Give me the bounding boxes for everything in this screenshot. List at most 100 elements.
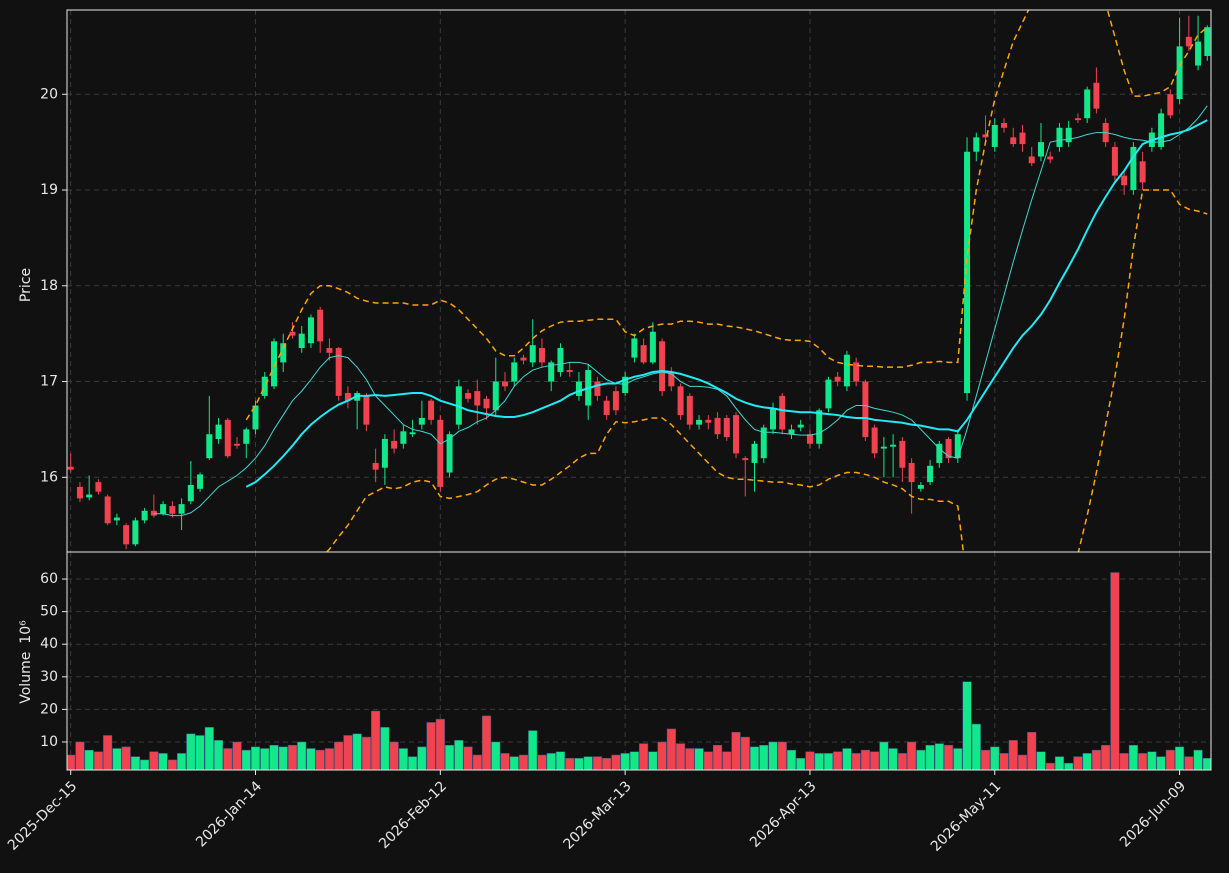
candle-body bbox=[1065, 127, 1072, 143]
volume-bar bbox=[380, 727, 390, 770]
volume-bar bbox=[260, 748, 270, 770]
volume-bar bbox=[639, 743, 649, 770]
volume-bar bbox=[1175, 746, 1185, 770]
candle-body bbox=[816, 410, 823, 444]
volume-label-text: Volume bbox=[18, 652, 34, 704]
candle-body bbox=[760, 427, 767, 459]
candle-body bbox=[270, 341, 277, 387]
candle-body bbox=[1158, 113, 1165, 147]
y-tick-label: 50 bbox=[40, 604, 58, 620]
candle-body bbox=[779, 395, 786, 430]
indicator-lines bbox=[153, 10, 1208, 552]
candle-body bbox=[326, 348, 333, 353]
volume-bar bbox=[297, 741, 307, 770]
candle-body bbox=[538, 348, 545, 363]
candle-body bbox=[788, 429, 795, 435]
volume-bar bbox=[149, 751, 159, 770]
volume-bar bbox=[177, 753, 187, 770]
volume-bar bbox=[417, 746, 427, 770]
volume-bar bbox=[694, 748, 704, 770]
volume-bar bbox=[574, 758, 584, 770]
indicator-line bbox=[153, 105, 1208, 517]
candle-body bbox=[372, 462, 379, 470]
candle-body bbox=[843, 354, 850, 387]
volume-bar bbox=[629, 751, 639, 770]
volume-bar bbox=[121, 746, 131, 770]
y-tick-label: 60 bbox=[40, 571, 58, 587]
candle-body bbox=[289, 331, 296, 336]
volume-bar bbox=[731, 731, 741, 770]
candle-body bbox=[344, 393, 351, 401]
candle-body bbox=[696, 419, 703, 425]
candle-body bbox=[1204, 27, 1211, 56]
y-tick-label: 19 bbox=[40, 182, 58, 198]
volume-bar bbox=[454, 740, 464, 770]
volume-bar bbox=[953, 748, 963, 770]
volume-multiplier: 10⁶ bbox=[18, 620, 34, 644]
volume-bar bbox=[500, 753, 510, 770]
candle-body bbox=[603, 400, 610, 416]
volume-bar bbox=[389, 741, 399, 770]
candle-body bbox=[862, 381, 869, 438]
volume-bar bbox=[851, 753, 861, 770]
volume-bar bbox=[1202, 758, 1211, 770]
candle-body bbox=[733, 415, 740, 454]
volume-frame bbox=[66, 551, 1212, 771]
volume-bar bbox=[195, 735, 205, 770]
volume-bar bbox=[796, 758, 806, 770]
indicator-line bbox=[245, 119, 1208, 488]
candle-body bbox=[178, 504, 185, 514]
volume-bar bbox=[888, 748, 898, 770]
volume-bar bbox=[371, 710, 381, 770]
candle-body bbox=[908, 462, 915, 483]
volume-bar bbox=[204, 727, 214, 770]
volume-bar bbox=[112, 748, 122, 770]
candle-body bbox=[769, 408, 776, 430]
candle-body bbox=[927, 465, 934, 483]
volume-bar bbox=[555, 751, 566, 770]
volume-bar bbox=[278, 746, 288, 770]
candle-body bbox=[806, 434, 813, 444]
candle-body bbox=[363, 395, 370, 425]
volume-bar bbox=[768, 741, 778, 770]
volume-bar bbox=[241, 749, 251, 770]
volume-bar bbox=[167, 759, 177, 770]
candle-body bbox=[797, 424, 804, 428]
volume-bar bbox=[944, 744, 954, 770]
candle-body bbox=[123, 525, 130, 545]
volume-bar bbox=[565, 758, 575, 770]
volume-bar bbox=[343, 735, 353, 770]
volume-bar bbox=[287, 744, 298, 770]
candle-body bbox=[437, 419, 444, 487]
volume-bar bbox=[712, 744, 723, 770]
candle-body bbox=[1093, 82, 1100, 109]
volume-bar bbox=[722, 751, 732, 770]
candle-body bbox=[723, 417, 730, 438]
candle-body bbox=[409, 432, 416, 435]
volume-bar bbox=[324, 748, 334, 770]
candle-body bbox=[317, 309, 324, 342]
volume-bar bbox=[749, 746, 760, 770]
volume-bar bbox=[980, 749, 991, 770]
candle-body bbox=[95, 482, 102, 492]
volume-bar bbox=[232, 741, 242, 770]
volume-bar bbox=[130, 756, 140, 770]
candle-body bbox=[1167, 94, 1174, 116]
y-tick-label: 40 bbox=[40, 636, 58, 652]
volume-bar bbox=[907, 741, 917, 770]
candle-body bbox=[391, 440, 398, 449]
volume-bar bbox=[1091, 749, 1101, 770]
volume-bar bbox=[870, 751, 880, 770]
y-tick-label: 18 bbox=[40, 278, 58, 294]
candle-body bbox=[465, 393, 472, 399]
volume-bar bbox=[648, 751, 658, 770]
volume-bar bbox=[306, 748, 316, 770]
volume-bar bbox=[879, 741, 889, 770]
candle-body bbox=[1195, 41, 1202, 66]
candle-body bbox=[964, 151, 971, 394]
volume-bar bbox=[934, 743, 944, 770]
volume-bar bbox=[833, 751, 843, 770]
volume-bar bbox=[1054, 756, 1065, 770]
candle-body bbox=[160, 504, 167, 514]
